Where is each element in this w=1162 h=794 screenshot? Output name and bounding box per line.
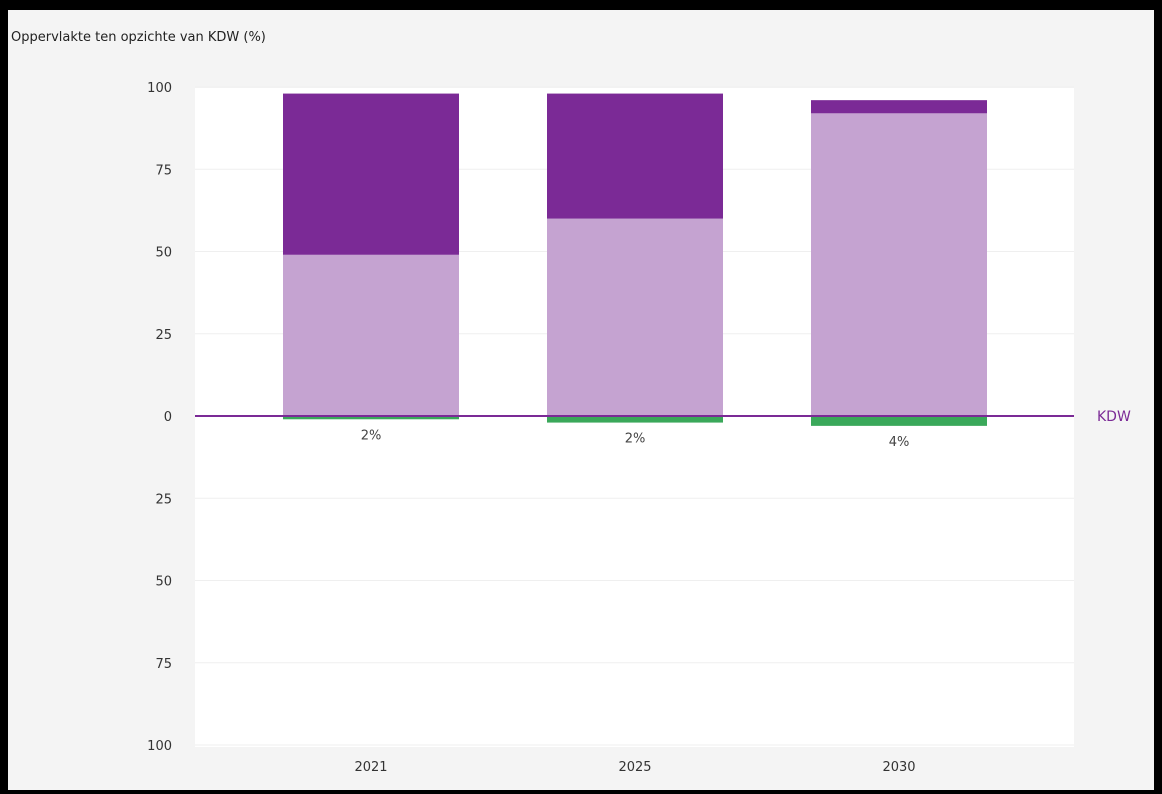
x-tick-label: 2021: [354, 760, 387, 775]
x-tick-label: 2025: [618, 760, 651, 775]
chart-title: Oppervlakte ten opzichte van KDW (%): [11, 30, 266, 45]
y-tick-label: 100: [147, 739, 172, 754]
bars: [283, 93, 987, 426]
y-tick-label: 50: [155, 246, 172, 261]
y-tick-label: 75: [155, 163, 172, 178]
x-axis-ticks: 2021 2025 2030: [354, 760, 915, 775]
kdw-reference-label: KDW: [1097, 409, 1131, 425]
data-label: 2%: [625, 432, 646, 447]
bar-segment: [811, 113, 987, 416]
data-label: 4%: [889, 435, 910, 450]
bar-segment: [547, 416, 723, 423]
bar-segment: [547, 93, 723, 219]
bar-segment: [811, 100, 987, 114]
y-tick-label: 50: [155, 575, 172, 590]
y-tick-label: 75: [155, 657, 172, 672]
bar-segment: [547, 218, 723, 416]
data-labels: 2% 2% 4%: [361, 428, 910, 450]
y-axis-ticks: 100 75 50 25 0 25 50 75 100: [147, 81, 172, 754]
bar-segment: [283, 254, 459, 416]
chart-panel: Oppervlakte ten opzichte van KDW (%) 100…: [8, 10, 1154, 790]
bar-segment: [811, 416, 987, 426]
y-tick-label: 0: [164, 410, 172, 425]
bar-segment: [283, 416, 459, 420]
x-tick-label: 2030: [882, 760, 915, 775]
y-tick-label: 25: [155, 328, 172, 343]
data-label: 2%: [361, 428, 382, 443]
bar-segment: [283, 93, 459, 255]
y-tick-label: 25: [155, 492, 172, 507]
y-tick-label: 100: [147, 81, 172, 96]
